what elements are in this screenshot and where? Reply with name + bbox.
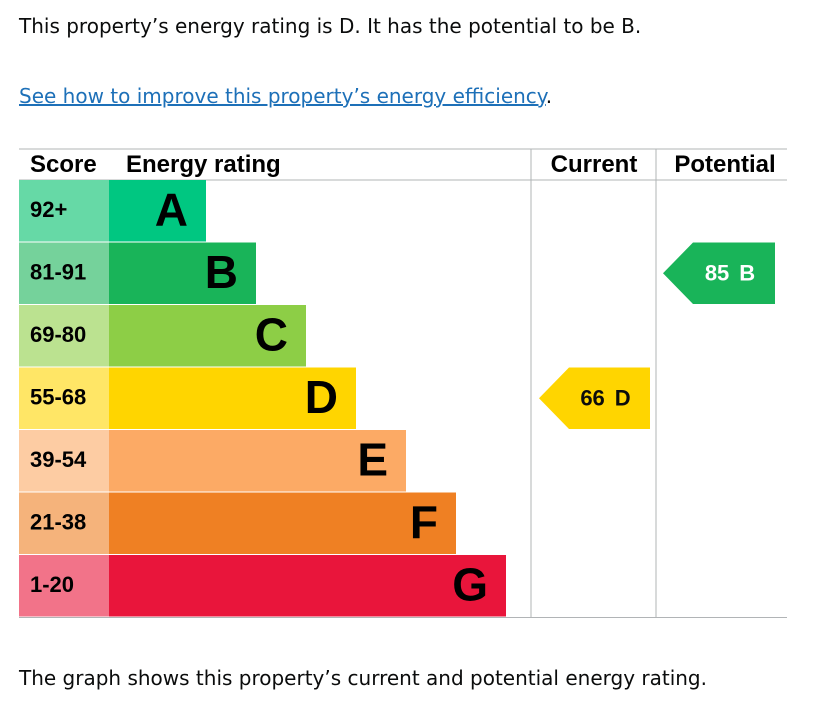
rating-graph: Score Energy rating Current Potential 92+ A 81… [19,148,787,618]
rating-letter: F [410,496,438,548]
rating-letter: C [255,308,288,360]
potential-rating: B [739,260,755,285]
potential-label: 85 B [705,260,755,285]
score-cell [19,555,109,617]
score-range: 55-68 [30,385,86,410]
rating-letter: B [205,246,238,298]
current-arrow [539,367,650,429]
score-cell [19,242,109,304]
rating-letter: E [357,433,388,485]
rating-bar [109,555,506,617]
score-range: 92+ [30,197,67,222]
rating-bar [109,242,256,304]
rating-bar [109,430,406,492]
column-header: Score [30,151,97,178]
footer-text: The graph shows this property’s current … [19,666,707,690]
rating-bar [109,367,356,429]
potential-score: 85 [705,260,729,285]
current-label: 66 D [580,385,630,410]
current-rating: D [615,385,631,410]
score-range: 39-54 [30,447,87,472]
rating-letter: D [305,371,338,423]
score-cell [19,180,109,242]
rating-letter: G [452,558,488,610]
column-header: Potential [674,151,775,178]
rating-letter: A [155,183,188,235]
score-cell [19,305,109,367]
score-cell [19,367,109,429]
score-range: 1-20 [30,572,74,597]
score-cell [19,430,109,492]
improve-link[interactable]: See how to improve this property’s energ… [19,84,546,108]
rating-bar [109,180,206,242]
rating-bar [109,305,306,367]
current-score: 66 [580,385,604,410]
score-range: 81-91 [30,260,86,285]
score-cell [19,492,109,554]
rating-bar [109,492,456,554]
column-header: Energy rating [126,151,281,178]
column-header: Current [551,151,638,178]
score-range: 21-38 [30,510,86,535]
score-range: 69-80 [30,322,86,347]
intro-text: This property’s energy rating is D. It h… [19,14,642,38]
potential-arrow [663,242,775,304]
link-end: . [545,84,553,108]
link-line: See how to improve this property’s energ… [19,84,552,108]
